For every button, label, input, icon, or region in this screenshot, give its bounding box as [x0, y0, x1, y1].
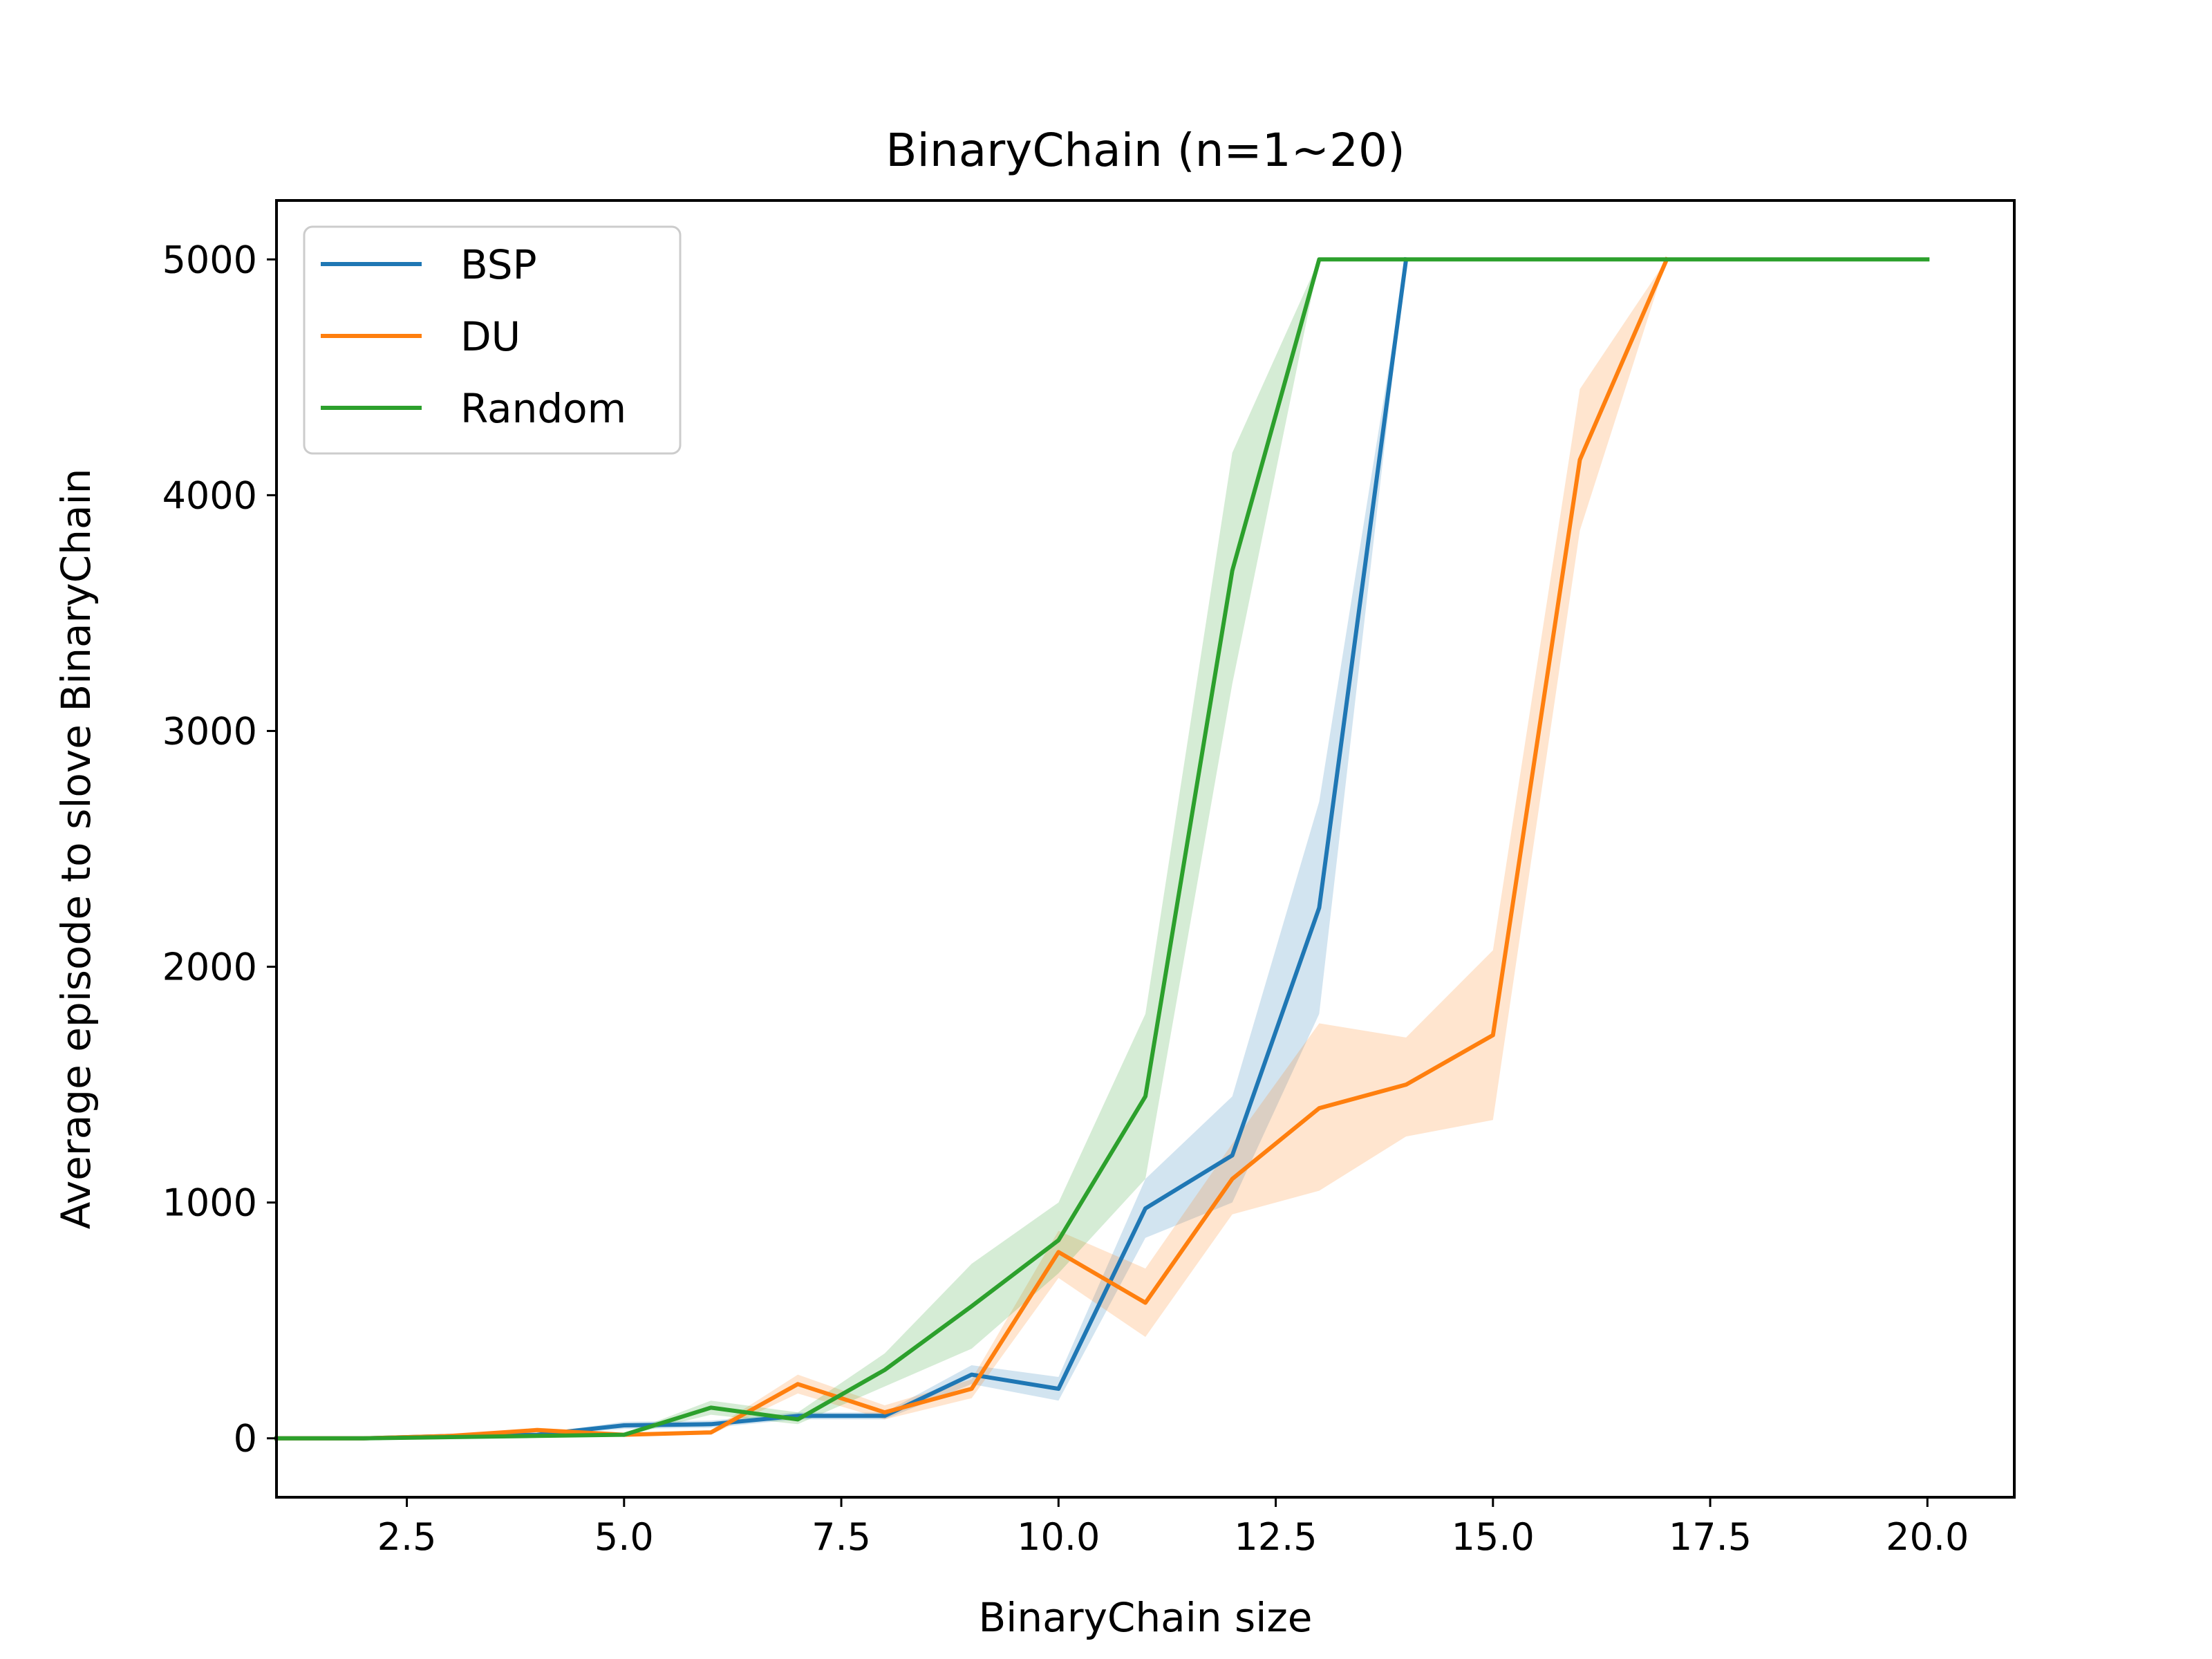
x-tick-label: 17.5	[1669, 1515, 1752, 1559]
y-tick-label: 1000	[162, 1181, 257, 1225]
legend-label-du: DU	[460, 313, 521, 360]
x-tick-label: 7.5	[812, 1515, 871, 1559]
y-tick-label: 4000	[162, 474, 257, 517]
y-tick-label: 5000	[162, 238, 257, 281]
x-tick-label: 2.5	[377, 1515, 437, 1559]
y-tick-label: 0	[234, 1417, 257, 1461]
band-du	[276, 259, 1667, 1438]
x-tick-label: 5.0	[594, 1515, 654, 1559]
series-line-du	[274, 256, 1670, 1441]
series-line-random	[274, 257, 1930, 1441]
legend-label-random: Random	[460, 385, 626, 432]
x-tick-label: 20.0	[1886, 1515, 1969, 1559]
y-tick-label: 3000	[162, 709, 257, 753]
legend: BSP DU Random	[303, 225, 682, 455]
y-axis: 0 1000 2000 3000 4000 5000	[162, 238, 276, 1461]
chart-title: BinaryChain (n=1~20)	[885, 124, 1405, 177]
series-lines	[274, 256, 1930, 1441]
x-axis-label: BinaryChain size	[979, 1594, 1313, 1641]
x-axis: 2.5 5.0 7.5 10.0 12.5 15.0 17.5 20.0	[377, 1497, 1969, 1559]
legend-box	[303, 225, 682, 455]
plot-area-frame	[275, 199, 2016, 1499]
x-tick-label: 15.0	[1452, 1515, 1535, 1559]
legend-label-bsp: BSP	[460, 241, 537, 288]
y-tick-label: 2000	[162, 946, 257, 989]
band-random	[276, 259, 1928, 1438]
y-axis-label: Average episode to slove BinaryChain	[53, 469, 100, 1230]
x-tick-label: 12.5	[1234, 1515, 1317, 1559]
x-tick-label: 10.0	[1017, 1515, 1100, 1559]
confidence-bands	[276, 259, 1928, 1438]
